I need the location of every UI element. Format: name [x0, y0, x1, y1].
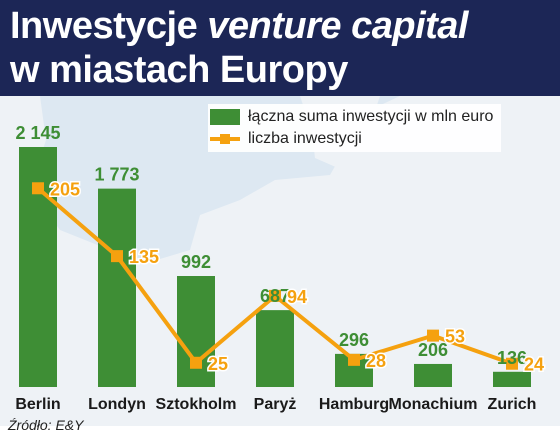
count-label-6: 24	[524, 355, 544, 375]
legend-item-count: liczba inwestycji	[210, 128, 493, 150]
bar-6	[493, 371, 531, 387]
count-marker-3	[269, 289, 281, 302]
count-marker-2	[190, 356, 202, 369]
bar-label-5: 206	[418, 340, 448, 360]
bar-label-1: 1 773	[94, 165, 139, 185]
bar-5	[414, 363, 452, 387]
category-label-2: Sztokholm	[156, 396, 237, 413]
legend-item-sum: łączna suma inwestycji w mln euro	[210, 106, 493, 128]
legend-label-sum: łączna suma inwestycji w mln euro	[248, 108, 494, 125]
count-label-1: 135	[129, 247, 159, 267]
legend-line-swatch	[210, 131, 240, 147]
count-label-3: 94	[287, 287, 307, 307]
title-line1-regular: Inwestycje	[10, 5, 208, 47]
category-label-5: Monachium	[389, 396, 478, 413]
line-group	[32, 182, 518, 370]
bar-label-4: 296	[339, 330, 369, 350]
count-label-5: 53	[445, 327, 465, 347]
count-marker-0	[32, 182, 44, 195]
title-line2: w miastach Europy	[10, 49, 348, 91]
count-marker-6	[506, 357, 518, 370]
count-label-2: 25	[208, 354, 228, 374]
chart-title: Inwestycje venture capital w miastach Eur…	[10, 4, 468, 92]
map-land	[0, 96, 560, 426]
category-label-1: Londyn	[88, 396, 146, 413]
bars-group	[19, 147, 531, 387]
count-marker-1	[111, 250, 123, 263]
category-label-4: Hamburg	[319, 396, 389, 413]
legend-bar-swatch	[210, 109, 240, 125]
bar-label-0: 2 145	[15, 123, 60, 143]
legend-label-count: liczba inwestycji	[248, 130, 362, 147]
legend: łączna suma inwestycji w mln euro liczba…	[208, 104, 502, 152]
count-label-0: 205	[50, 179, 80, 199]
count-marker-5	[427, 329, 439, 342]
bar-label-2: 992	[181, 252, 211, 272]
bar-1	[98, 188, 136, 387]
count-label-4: 28	[366, 351, 386, 371]
title-line1-italic: venture capital	[207, 5, 468, 47]
category-label-3: Paryż	[254, 396, 297, 413]
count-marker-4	[348, 353, 360, 366]
bar-label-3: 687	[260, 286, 290, 306]
labels-group: 2 145 Berlin 1 773 Londyn 992 Sztokholm 687 Par…	[15, 123, 545, 413]
bar-label-6: 136	[497, 348, 527, 368]
bar-3	[256, 310, 294, 387]
category-label-6: Zurich	[488, 396, 537, 413]
source-note: Źródło: E&Y	[8, 417, 84, 433]
category-label-0: Berlin	[15, 396, 60, 413]
title-banner: Inwestycje venture capital w miastach Eur…	[0, 0, 560, 96]
